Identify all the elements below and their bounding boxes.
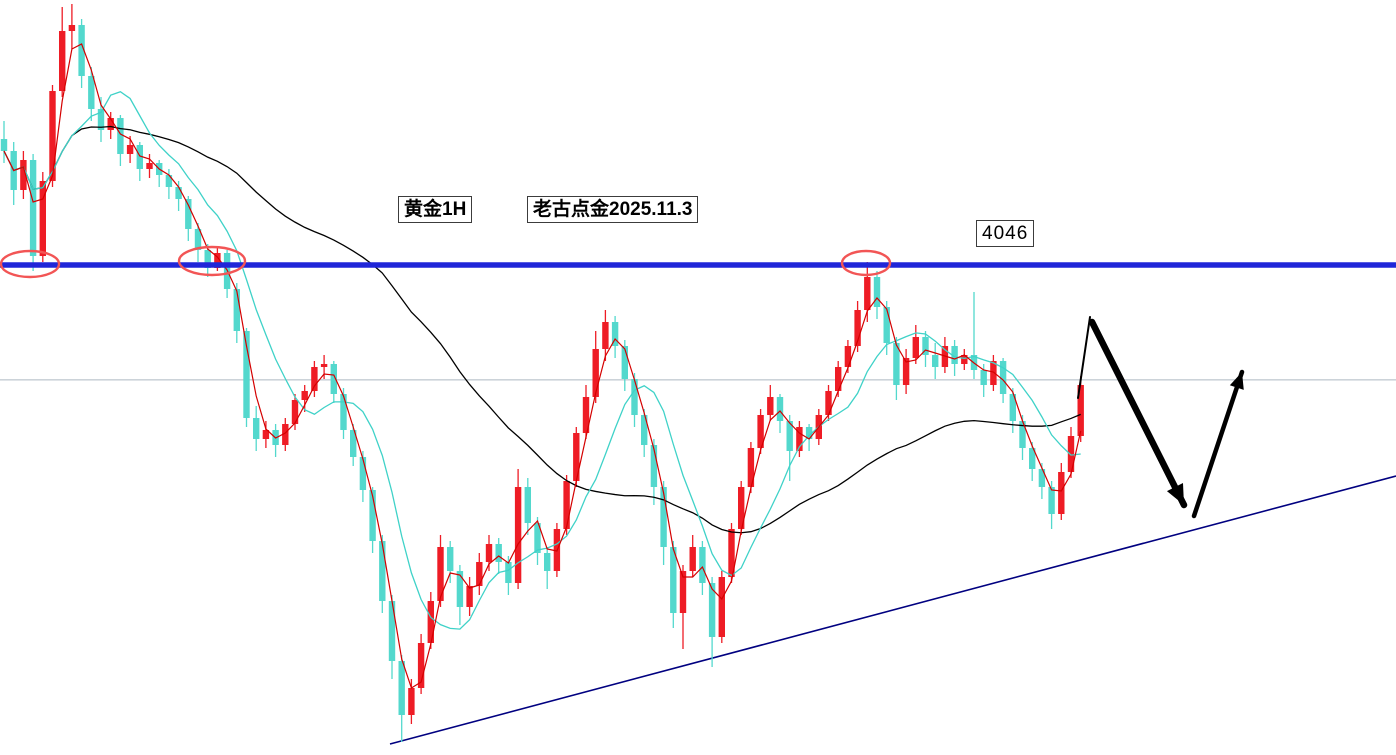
watermark-label: 老古点金2025.11.3	[527, 196, 699, 223]
resistance-price-label: 4046	[976, 220, 1035, 247]
symbol-timeframe-label: 黄金1H	[398, 196, 473, 223]
